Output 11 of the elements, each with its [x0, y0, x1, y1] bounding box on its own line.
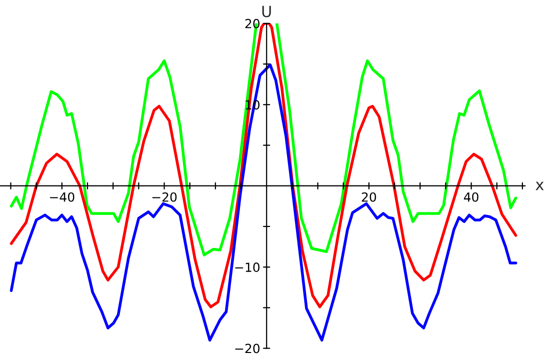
y-tick-label: −20 — [235, 344, 260, 354]
x-tick-label: 40 — [464, 192, 478, 202]
y-tick-label: 10 — [246, 100, 260, 110]
y-tick-label: 20 — [245, 18, 260, 28]
x-axis-title: x — [536, 182, 544, 190]
x-tick-label: −20 — [152, 192, 177, 202]
y-axis-title: U — [262, 6, 271, 18]
y-tick-label: −10 — [235, 262, 260, 272]
line-series — [10, 63, 518, 342]
x-tick-label: −40 — [50, 192, 74, 202]
x-tick-label: 20 — [362, 192, 376, 202]
